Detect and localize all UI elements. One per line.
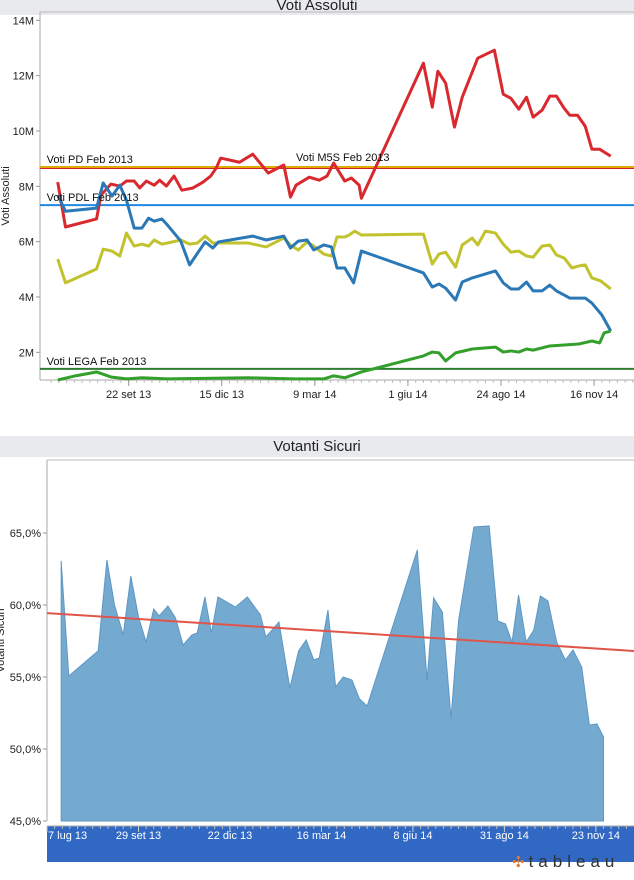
top-y-tick-label: 12M	[13, 71, 34, 83]
bottom-y-tick-label: 55,0%	[10, 672, 41, 684]
bottom-x-tick-label: 7 lug 13	[48, 830, 87, 842]
bottom-x-tick-label: 29 set 13	[116, 830, 161, 842]
top-y-tick-label: 14M	[13, 15, 34, 27]
top-y-tick-label: 6M	[19, 237, 34, 249]
bottom-y-tick-label: 60,0%	[10, 600, 41, 612]
bottom-x-tick-label: 31 ago 14	[480, 830, 529, 842]
top-x-tick-label: 24 ago 14	[477, 389, 526, 401]
top-x-tick-label: 15 dic 13	[199, 389, 244, 401]
top-chart-title: Voti Assoluti	[0, 0, 634, 15]
bottom-x-tick-label: 16 mar 14	[297, 830, 347, 842]
series-line-m5s	[56, 229, 612, 291]
reference-line-label: Voti PD Feb 2013	[47, 154, 133, 166]
tableau-logo-icon: ✣	[512, 854, 525, 871]
top-x-tick-label: 9 mar 14	[293, 389, 336, 401]
top-x-tick-label: 22 set 13	[106, 389, 151, 401]
trend-line	[46, 612, 634, 652]
reference-line-label: Voti PDL Feb 2013	[47, 192, 139, 204]
top-y-tick-label: 4M	[19, 292, 34, 304]
x-axis-band	[47, 826, 634, 862]
bottom-chart-title: Votanti Sicuri	[0, 436, 634, 457]
bottom-y-tick-label: 45,0%	[10, 816, 41, 828]
top-y-tick-label: 2M	[19, 347, 34, 359]
reference-line-label: Voti LEGA Feb 2013	[47, 356, 147, 368]
tableau-logo-text: tableau	[528, 852, 620, 871]
top-y-tick-label: 8M	[19, 181, 34, 193]
tableau-logo[interactable]: ✣ tableau	[512, 852, 619, 872]
bottom-y-axis-title: Votanti Sicuri	[0, 608, 7, 672]
bottom-x-tick-label: 23 nov 14	[572, 830, 620, 842]
bottom-x-tick-label: 8 giu 14	[393, 830, 432, 842]
series-line-pd	[56, 48, 612, 229]
series-line-pdl	[56, 181, 613, 332]
votanti-area	[60, 525, 605, 822]
top-x-tick-label: 1 giu 14	[388, 389, 427, 401]
bottom-y-tick-label: 65,0%	[10, 528, 41, 540]
bottom-y-tick-label: 50,0%	[10, 744, 41, 756]
top-y-axis-title: Voti Assoluti	[0, 166, 12, 225]
series-line-lega	[57, 329, 612, 382]
reference-line-label: Voti M5S Feb 2013	[296, 152, 390, 164]
top-x-tick-label: 16 nov 14	[570, 389, 618, 401]
bottom-x-tick-label: 22 dic 13	[208, 830, 253, 842]
top-y-tick-label: 10M	[13, 126, 34, 138]
